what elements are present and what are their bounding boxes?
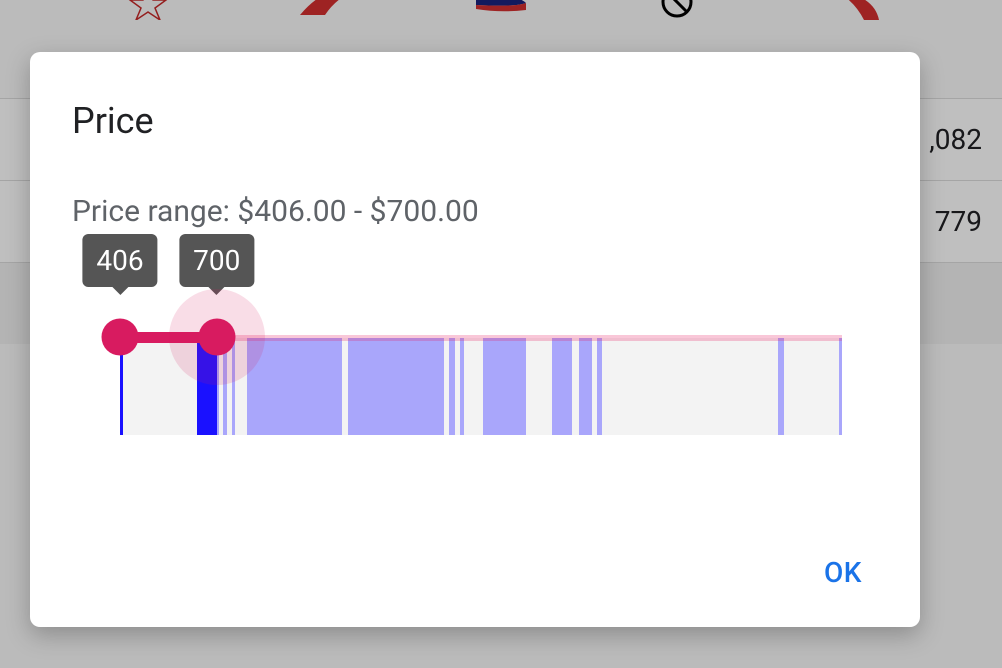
slider-max-tooltip: 700	[179, 234, 254, 287]
slider-min-handle[interactable]	[102, 319, 139, 356]
ok-button[interactable]: OK	[808, 548, 878, 597]
price-range-label: Price range: $406.00 - $700.00	[72, 194, 878, 229]
histogram-bar	[552, 338, 572, 435]
histogram-bar	[839, 338, 842, 435]
range-min: $406.00	[237, 194, 346, 229]
histogram-bar	[460, 338, 464, 435]
price-slider[interactable]: 406 700	[78, 289, 841, 469]
histogram-bar	[483, 338, 526, 435]
histogram-bar	[579, 338, 592, 435]
slider-max-handle[interactable]	[198, 319, 235, 356]
range-max: $700.00	[370, 194, 479, 229]
histogram-bar	[597, 338, 602, 435]
slider-min-value: 406	[96, 244, 143, 277]
range-separator: -	[346, 194, 369, 229]
price-filter-modal: Price Price range: $406.00 - $700.00 406…	[30, 52, 920, 627]
modal-title: Price	[72, 100, 878, 142]
histogram-bar	[449, 338, 456, 435]
slider-max-value: 700	[193, 244, 240, 277]
modal-actions: OK	[808, 548, 878, 597]
histogram-bar	[778, 338, 784, 435]
histogram-bar	[348, 338, 443, 435]
range-prefix: Price range:	[72, 194, 237, 229]
slider-min-tooltip: 406	[82, 234, 157, 287]
